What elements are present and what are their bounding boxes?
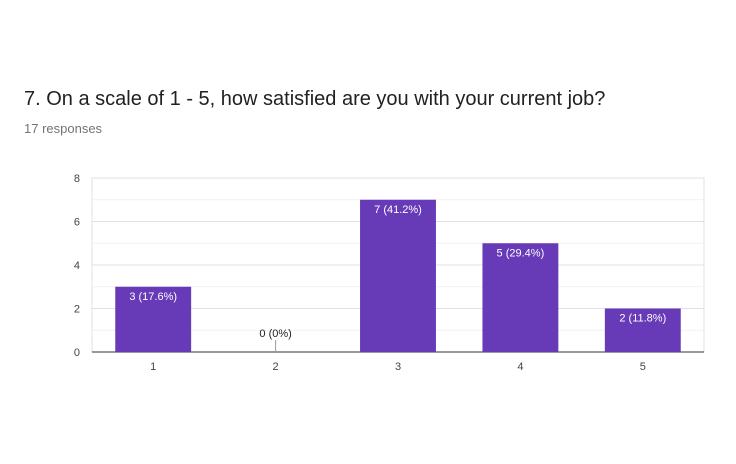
bar-data-label: 0 (0%) [259,328,291,340]
y-tick-label: 4 [74,260,80,272]
bars [115,199,681,352]
labels: 0 2 4 6 8 3 (17.6%) 1 0 (0%) 2 7 (41.2%) 3 5 (29.4%… [74,173,666,373]
x-tick-label: 3 [395,361,401,373]
y-tick-label: 8 [74,173,80,185]
response-count: 17 responses [24,121,103,136]
bar-data-label: 7 (41.2%) [374,204,422,216]
bar [115,286,192,352]
question-title: 7. On a scale of 1 - 5, how satisfied ar… [24,88,606,110]
x-tick-label: 1 [150,361,156,373]
bar-data-label: 5 (29.4%) [497,247,545,259]
y-tick-label: 0 [74,347,80,359]
bar [604,308,681,352]
bar [482,243,559,352]
bar-data-label: 3 (17.6%) [129,291,177,303]
x-tick-label: 5 [640,361,646,373]
y-tick-label: 6 [74,217,80,229]
bar [360,199,436,352]
x-tick-label: 4 [517,361,523,373]
y-tick-label: 2 [74,304,80,316]
bar-data-label: 2 (11.8%) [619,313,666,325]
x-tick-label: 2 [273,361,279,373]
